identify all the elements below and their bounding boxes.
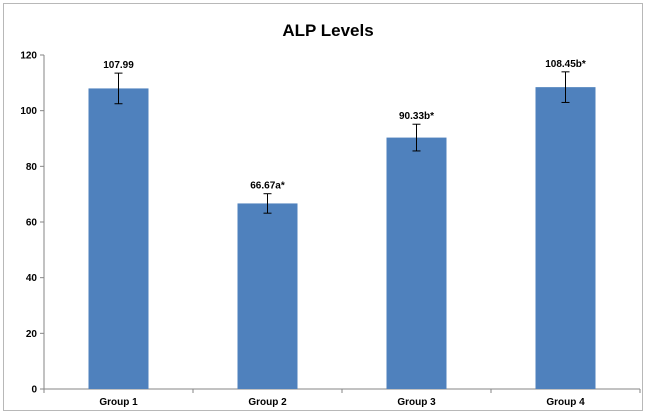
- y-tick-label: 40: [26, 273, 38, 284]
- y-tick-label: 120: [20, 51, 37, 62]
- x-tick-label: Group 3: [397, 397, 436, 408]
- data-labels: 107.99 66.67a* 90.33b* 108.45b*: [103, 59, 586, 192]
- y-axis: 0 20 40 60 80 100 120: [20, 51, 45, 396]
- x-tick-label: Group 2: [248, 397, 287, 408]
- bars: [88, 87, 596, 390]
- data-label: 66.67a*: [250, 181, 285, 192]
- data-label: 107.99: [103, 60, 134, 71]
- y-tick-label: 60: [26, 218, 38, 229]
- bar: [535, 87, 596, 390]
- x-axis: Group 1 Group 2 Group 3 Group 4: [43, 388, 641, 408]
- data-label: 108.45b*: [545, 59, 586, 70]
- y-tick-label: 100: [20, 106, 37, 117]
- y-tick-label: 80: [26, 162, 38, 173]
- x-tick-label: Group 1: [99, 397, 138, 408]
- data-label: 90.33b*: [399, 111, 434, 122]
- error-bars: [114, 71, 570, 214]
- y-tick-label: 20: [26, 329, 38, 340]
- bar: [88, 88, 149, 390]
- bar: [386, 137, 447, 389]
- y-tick-label: 0: [31, 385, 37, 396]
- x-tick-label: Group 4: [546, 397, 585, 408]
- error-bar: [114, 72, 123, 105]
- error-bar: [412, 123, 421, 152]
- error-bar: [263, 193, 272, 214]
- bar: [237, 203, 298, 389]
- error-bar: [561, 71, 570, 103]
- chart-title: ALP Levels: [282, 21, 373, 40]
